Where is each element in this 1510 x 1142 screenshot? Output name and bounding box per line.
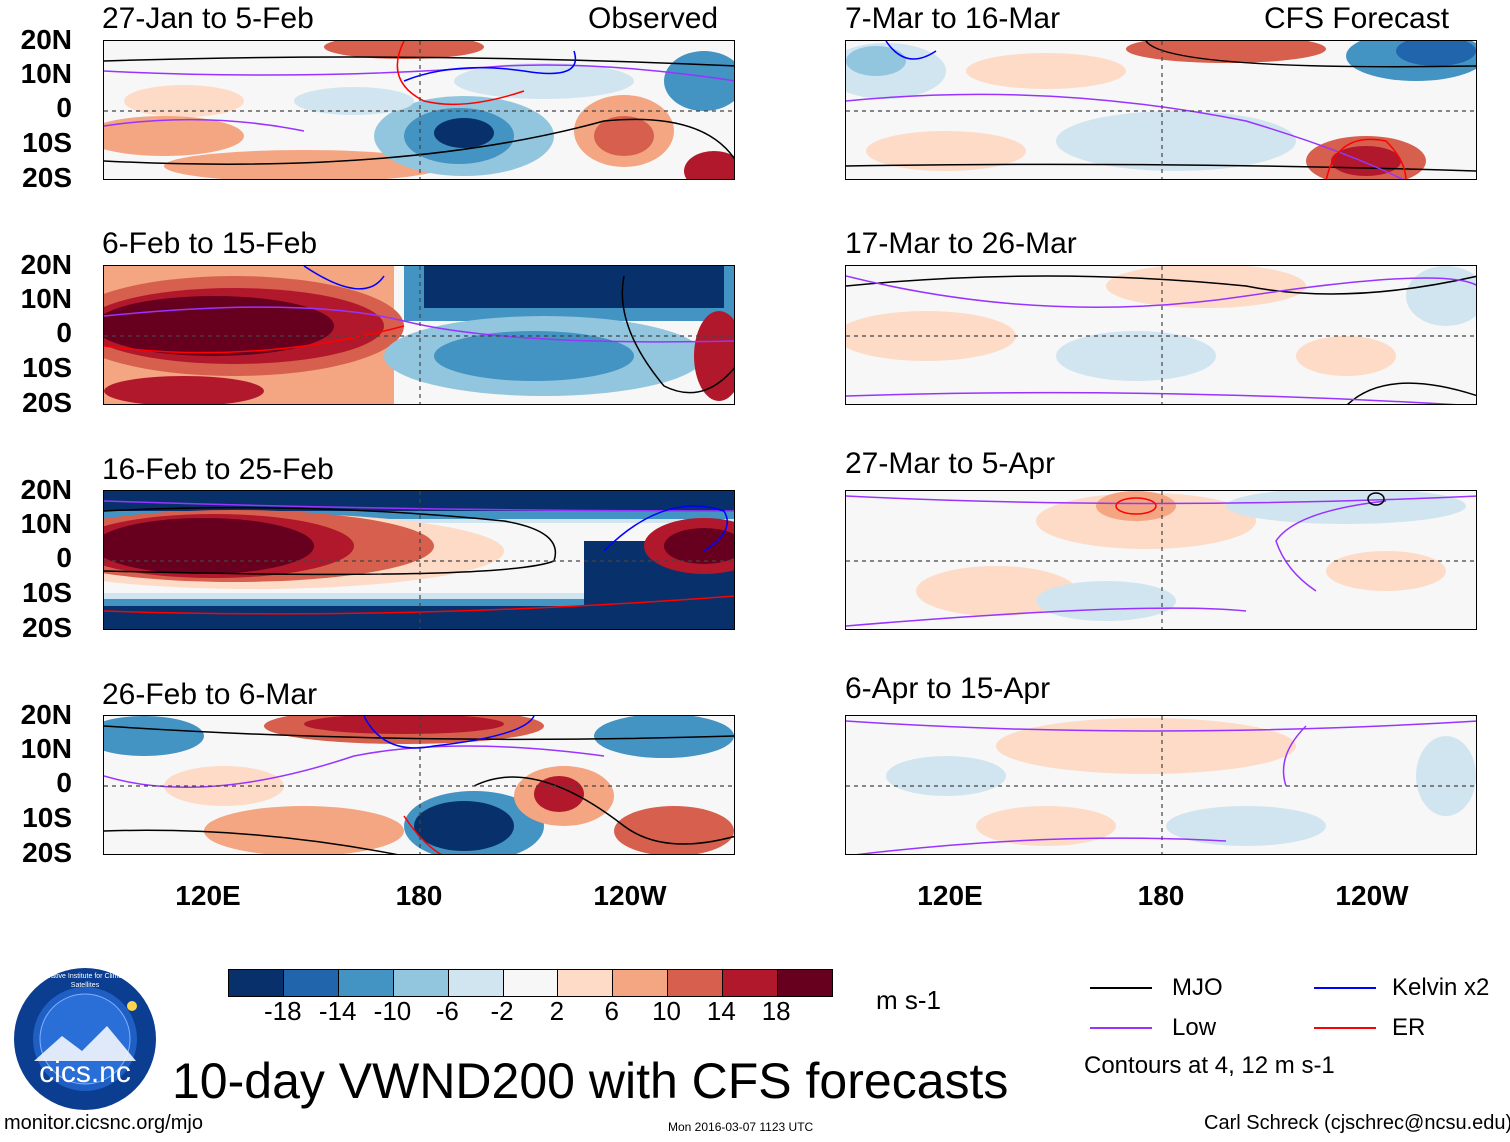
y-tick-20n-row3: 20N (20, 474, 72, 505)
colorbar-tick-label: -10 (373, 996, 412, 1026)
observed-label: Observed (588, 2, 719, 35)
y-tick-10s-row1: 10S (22, 127, 72, 158)
colorbar-tick-label: -14 (318, 996, 357, 1026)
y-tick-10n-row3: 10N (20, 508, 72, 539)
panel-title-6: 17-Mar to 26-Mar (845, 227, 1077, 260)
legend-kelvin-label: Kelvin x2 (1392, 974, 1490, 1001)
colorbar-segment (612, 970, 668, 996)
y-tick-10n-row4: 10N (20, 733, 72, 764)
colorbar-units: m s-1 (876, 985, 941, 1015)
panel-forecast-1 (845, 40, 1477, 180)
colorbar-segment (447, 970, 503, 996)
y-tick-20s-row3: 20S (22, 612, 72, 643)
footer-url[interactable]: monitor.cicsnc.org/mjo (4, 1112, 203, 1134)
y-tick-10s-row2: 10S (22, 352, 72, 383)
panel-observed-2 (103, 265, 735, 405)
colorbar-segment (337, 970, 393, 996)
panel-observed-4 (103, 715, 735, 855)
colorbar-tick-label: -18 (264, 996, 302, 1026)
y-tick-0-row1: 0 (56, 92, 72, 123)
y-tick-20s-row1: 20S (22, 162, 72, 193)
y-tick-20n-row1: 20N (20, 24, 72, 55)
panel-title-5: 7-Mar to 16-Mar (845, 2, 1061, 35)
legend-low-label: Low (1172, 1014, 1217, 1041)
panel-title-7: 27-Mar to 5-Apr (845, 447, 1056, 480)
contour-note: Contours at 4, 12 m s-1 (1084, 1052, 1335, 1079)
y-tick-10n-row1: 10N (20, 58, 72, 89)
y-tick-20s-row4: 20S (22, 837, 72, 868)
panel-title-8: 6-Apr to 15-Apr (845, 672, 1051, 705)
x-tick-right-120E: 120E (917, 880, 983, 911)
colorbar-segment (557, 970, 613, 996)
x-tick-left-120W: 120W (593, 880, 667, 911)
colorbar-tick-label: 2 (549, 996, 565, 1026)
panel-forecast-2 (845, 265, 1477, 405)
y-tick-10s-row3: 10S (22, 577, 72, 608)
logo-text: cics.nc (39, 1056, 131, 1089)
colorbar-tick-label: -6 (435, 996, 459, 1026)
x-tick-right-120W: 120W (1335, 880, 1409, 911)
colorbar-segment (229, 970, 283, 996)
colorbar-tick-label: 18 (761, 996, 791, 1026)
panel-title-2: 6-Feb to 15-Feb (102, 227, 318, 260)
x-tick-left-180: 180 (395, 880, 443, 911)
colorbar-tick-label: 6 (604, 996, 619, 1026)
y-tick-10n-row2: 10N (20, 283, 72, 314)
y-tick-0-row4: 0 (56, 767, 72, 798)
panel-forecast-4 (845, 715, 1477, 855)
y-tick-20n-row2: 20N (20, 249, 72, 280)
panel-title-1: 27-Jan to 5-Feb (102, 2, 314, 35)
legend-er-line (1314, 1027, 1376, 1029)
legend-mjo-line (1090, 987, 1152, 989)
panel-title-4: 26-Feb to 6-Mar (102, 678, 318, 711)
footer-timestamp: Mon 2016-03-07 1123 UTC (668, 1120, 814, 1134)
forecast-label: CFS Forecast (1264, 2, 1450, 35)
y-tick-0-row3: 0 (56, 542, 72, 573)
main-title: 10-day VWND200 with CFS forecasts (172, 1053, 1009, 1109)
footer-author: Carl Schreck (cjschrec@ncsu.edu) (1204, 1112, 1510, 1134)
colorbar-segment (722, 970, 778, 996)
colorbar (228, 969, 833, 997)
colorbar-segment (392, 970, 448, 996)
logo-ring-text: Cooperative Institute for Climate and Sa… (28, 973, 142, 989)
panel-forecast-3 (845, 490, 1477, 630)
y-tick-20n-row4: 20N (20, 699, 72, 730)
legend-mjo-label: MJO (1172, 974, 1223, 1001)
y-tick-20s-row2: 20S (22, 387, 72, 418)
panel-observed-3 (103, 490, 735, 630)
legend-kelvin-line (1314, 987, 1376, 989)
colorbar-tick-label: 14 (706, 996, 736, 1026)
cics-logo: cics.nc Cooperative Institute for Climat… (12, 966, 158, 1112)
y-tick-10s-row4: 10S (22, 802, 72, 833)
colorbar-tick-label: -2 (490, 996, 514, 1026)
colorbar-segment (282, 970, 338, 996)
colorbar-segment (777, 970, 832, 996)
colorbar-segment (502, 970, 558, 996)
y-tick-0-row2: 0 (56, 317, 72, 348)
panel-observed-1 (103, 40, 735, 180)
legend-low-line (1090, 1027, 1152, 1029)
x-tick-left-120E: 120E (175, 880, 241, 911)
x-tick-right-180: 180 (1137, 880, 1185, 911)
colorbar-tick-label: 10 (652, 996, 681, 1026)
panel-title-3: 16-Feb to 25-Feb (102, 453, 334, 486)
colorbar-segment (667, 970, 723, 996)
legend-er-label: ER (1392, 1014, 1426, 1041)
